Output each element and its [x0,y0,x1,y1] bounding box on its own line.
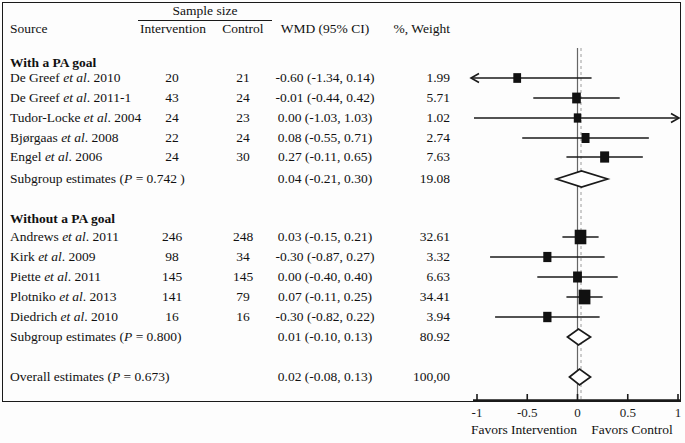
study-weight: 32.61 [390,229,450,245]
subgroup-weight: 19.08 [390,171,450,187]
study-n-intervention: 141 [140,289,204,305]
study-weight: 6.63 [390,269,450,285]
study-source-label: Kirk et al. 2009 [10,249,96,265]
study-row: Diedrich et al. 20101616-0.30 (-0.82, 0.… [0,309,460,325]
study-source-label: De Greef et al. 2010 [10,70,121,86]
study-row: De Greef et al. 20102021-0.60 (-1.34, 0.… [0,70,460,86]
study-weight: 5.71 [390,90,450,106]
favors-control-label: Favors Control [552,422,685,438]
study-source-label: Bjørgaas et al. 2008 [10,130,119,146]
subgroup-estimates-row: Subgroup estimates (P = 0.742 ) 0.04 (-0.… [0,171,460,187]
study-row: Andrews et al. 20112462480.03 (-0.15, 0.… [0,229,460,245]
study-wmd-ci: 0.08 (-0.55, 0.71) [262,130,388,146]
column-header-wmd: WMD (95% CI) [262,21,388,37]
study-source-label: Engel et al. 2006 [10,149,102,165]
group-header-label: With a PA goal [10,55,96,71]
x-axis-tick-label: 1 [675,405,682,420]
x-axis-tick-label: -0.5 [517,405,538,420]
group-header-row: With a PA goal [0,55,460,71]
study-weight: 34.41 [390,289,450,305]
study-source-label: Diedrich et al. 2010 [10,309,118,325]
study-weight: 7.63 [390,149,450,165]
subgroup-weight: 80.92 [390,329,450,345]
study-wmd-ci: 0.27 (-0.11, 0.65) [262,149,388,165]
study-n-intervention: 24 [140,149,204,165]
study-wmd-ci: -0.30 (-0.82, 0.22) [262,309,388,325]
subgroup-label: Subgroup estimates (P = 0.742 ) [10,171,185,187]
study-n-intervention: 16 [140,309,204,325]
subgroup-estimates-row: Subgroup estimates (P = 0.800) 0.01 (-0.1… [0,329,460,345]
study-source-label: Plotniko et al. 2013 [10,289,117,305]
sample-size-header: Sample size [138,3,272,19]
study-weight: 1.02 [390,110,450,126]
study-source-label: Andrews et al. 2011 [10,229,119,245]
study-wmd-ci: 0.07 (-0.11, 0.25) [262,289,388,305]
study-weight: 2.74 [390,130,450,146]
study-n-intervention: 145 [140,269,204,285]
forest-plot-figure: Sample size Source Intervention Control … [0,0,685,443]
study-row: Piette et al. 20111451450.00 (-0.40, 0.4… [0,269,460,285]
overall-estimates-row: Overall estimates (P = 0.673) 0.02 (-0.08… [0,369,460,385]
study-n-intervention: 98 [140,249,204,265]
study-source-label: Tudor-Locke et al. 2004 [10,110,141,126]
study-wmd-ci: -0.30 (-0.87, 0.27) [262,249,388,265]
study-row: Plotniko et al. 2013141790.07 (-0.11, 0.… [0,289,460,305]
study-wmd-ci: 0.03 (-0.15, 0.21) [262,229,388,245]
overall-wmd-ci: 0.02 (-0.08, 0.13) [262,369,388,385]
study-source-label: Piette et al. 2011 [10,269,101,285]
group-header-label: Without a PA goal [10,211,115,227]
study-weight: 3.94 [390,309,450,325]
study-n-intervention: 22 [140,130,204,146]
subgroup-wmd-ci: 0.01 (-0.10, 0.13) [262,329,388,345]
study-row: Kirk et al. 20099834-0.30 (-0.87, 0.27)3… [0,249,460,265]
x-axis-tick-label: 0 [574,405,581,420]
column-header-intervention: Intervention [140,21,204,37]
study-row: Tudor-Locke et al. 200424230.00 (-1.03, … [0,110,460,126]
study-n-intervention: 20 [140,70,204,86]
overall-label: Overall estimates (P = 0.673) [10,369,169,385]
subgroup-label: Subgroup estimates (P = 0.800) [10,329,181,345]
study-source-label: De Greef et al. 2011-1 [10,90,131,106]
study-n-intervention: 246 [140,229,204,245]
study-wmd-ci: -0.01 (-0.44, 0.42) [262,90,388,106]
study-row: Engel et al. 200624300.27 (-0.11, 0.65)7… [0,149,460,165]
overall-weight: 100,00 [390,369,450,385]
subgroup-wmd-ci: 0.04 (-0.21, 0.30) [262,171,388,187]
study-n-intervention: 24 [140,110,204,126]
x-axis-tick-label: -1 [472,405,483,420]
study-weight: 3.32 [390,249,450,265]
group-header-row: Without a PA goal [0,211,460,227]
x-axis-tick-label: 0.5 [620,405,636,420]
column-header-source: Source [10,21,48,37]
study-wmd-ci: -0.60 (-1.34, 0.14) [262,70,388,86]
study-n-intervention: 43 [140,90,204,106]
study-wmd-ci: 0.00 (-0.40, 0.40) [262,269,388,285]
column-header-weight: %, Weight [390,21,450,37]
study-weight: 1.99 [390,70,450,86]
study-row: De Greef et al. 2011-14324-0.01 (-0.44, … [0,90,460,106]
study-row: Bjørgaas et al. 200822240.08 (-0.55, 0.7… [0,130,460,146]
study-wmd-ci: 0.00 (-1.03, 1.03) [262,110,388,126]
